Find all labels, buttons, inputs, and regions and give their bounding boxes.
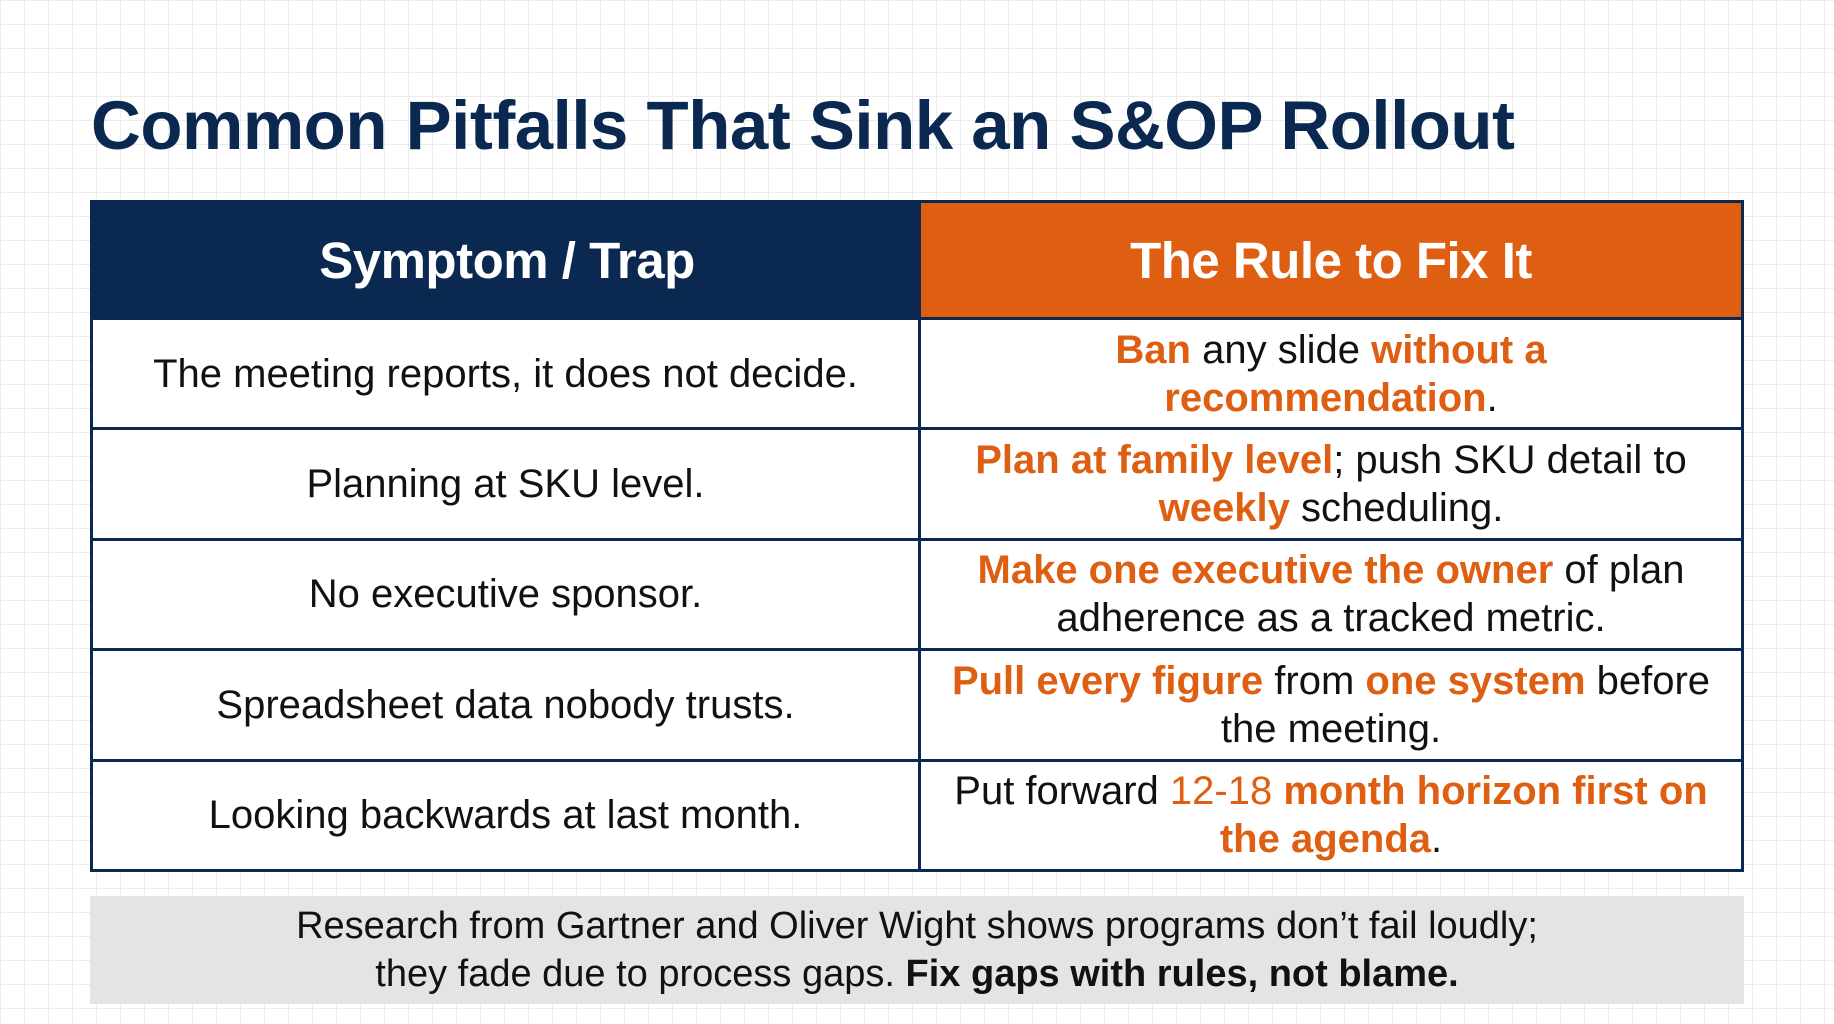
rule-text: Pull every figure from one system before… <box>946 657 1716 753</box>
research-footnote: Research from Gartner and Oliver Wight s… <box>90 896 1744 1004</box>
rule-highlight: month horizon first on the agenda <box>1219 769 1708 862</box>
column-header-symptom: Symptom / Trap <box>93 203 921 317</box>
symptom-text: Spreadsheet data nobody trusts. <box>216 682 795 727</box>
symptom-cell: Looking backwards at last month. <box>93 758 921 869</box>
symptom-cell: Planning at SKU level. <box>93 427 921 538</box>
rule-cell: Put forward 12-18 month horizon first on… <box>921 758 1741 869</box>
rule-plain: of plan adherence as a tracked metric. <box>1056 548 1685 641</box>
rule-highlight: weekly <box>1158 486 1290 531</box>
rule-cell: Make one executive the owner of plan adh… <box>921 537 1741 648</box>
footnote-emphasis: Fix gaps with rules, not blame. <box>905 953 1459 995</box>
rule-highlight: Pull every figure <box>951 658 1264 703</box>
rule-cell: Pull every figure from one system before… <box>921 648 1741 758</box>
symptom-text: No executive sponsor. <box>308 572 703 617</box>
rule-highlight: one system <box>1365 658 1586 703</box>
rule-text: Make one executive the owner of plan adh… <box>966 546 1696 642</box>
column-header-rule: The Rule to Fix It <box>921 203 1741 317</box>
rule-text: Put forward 12-18 month horizon first on… <box>946 767 1716 863</box>
symptom-cell: The meeting reports, it does not decide. <box>93 317 921 428</box>
rule-text: Plan at family level; push SKU detail to… <box>961 436 1701 532</box>
rule-text: Ban any slide without a recommendation. <box>981 326 1681 422</box>
rule-cell: Plan at family level; push SKU detail to… <box>921 427 1741 537</box>
rule-highlight: without a recommendation <box>1164 327 1547 420</box>
page-title: Common Pitfalls That Sink an S&OP Rollou… <box>91 87 1515 164</box>
symptom-text: Planning at SKU level. <box>306 462 705 507</box>
rule-plain: from <box>1263 658 1366 703</box>
rule-plain: Put forward <box>954 769 1170 814</box>
rule-plain: scheduling. <box>1289 486 1504 531</box>
symptom-cell: Spreadsheet data nobody trusts. <box>93 648 921 759</box>
rule-plain: any slide <box>1190 327 1372 372</box>
rule-plain: before the meeting. <box>1220 658 1711 751</box>
rule-plain: . <box>1486 375 1498 420</box>
rule-highlight: Make one executive the owner <box>977 548 1554 593</box>
rule-plain: . <box>1431 817 1443 862</box>
footnote-line-2: they fade due to process gaps. Fix gaps … <box>375 950 1458 998</box>
rule-highlight: Ban <box>1115 327 1191 372</box>
pitfalls-table: Symptom / Trap The Rule to Fix It The me… <box>90 200 1744 872</box>
footnote-plain: they fade due to process gaps. <box>375 953 906 995</box>
rule-plain: ; push SKU detail to <box>1333 438 1687 483</box>
rule-cell: Ban any slide without a recommendation. <box>921 317 1741 427</box>
symptom-cell: No executive sponsor. <box>93 537 921 649</box>
rule-highlight: 12-18 <box>1169 769 1273 814</box>
symptom-text: The meeting reports, it does not decide. <box>153 351 858 396</box>
symptom-text: Looking backwards at last month. <box>208 793 803 838</box>
footnote-line-1: Research from Gartner and Oliver Wight s… <box>296 905 1538 947</box>
rule-highlight: Plan at family level <box>975 438 1334 483</box>
